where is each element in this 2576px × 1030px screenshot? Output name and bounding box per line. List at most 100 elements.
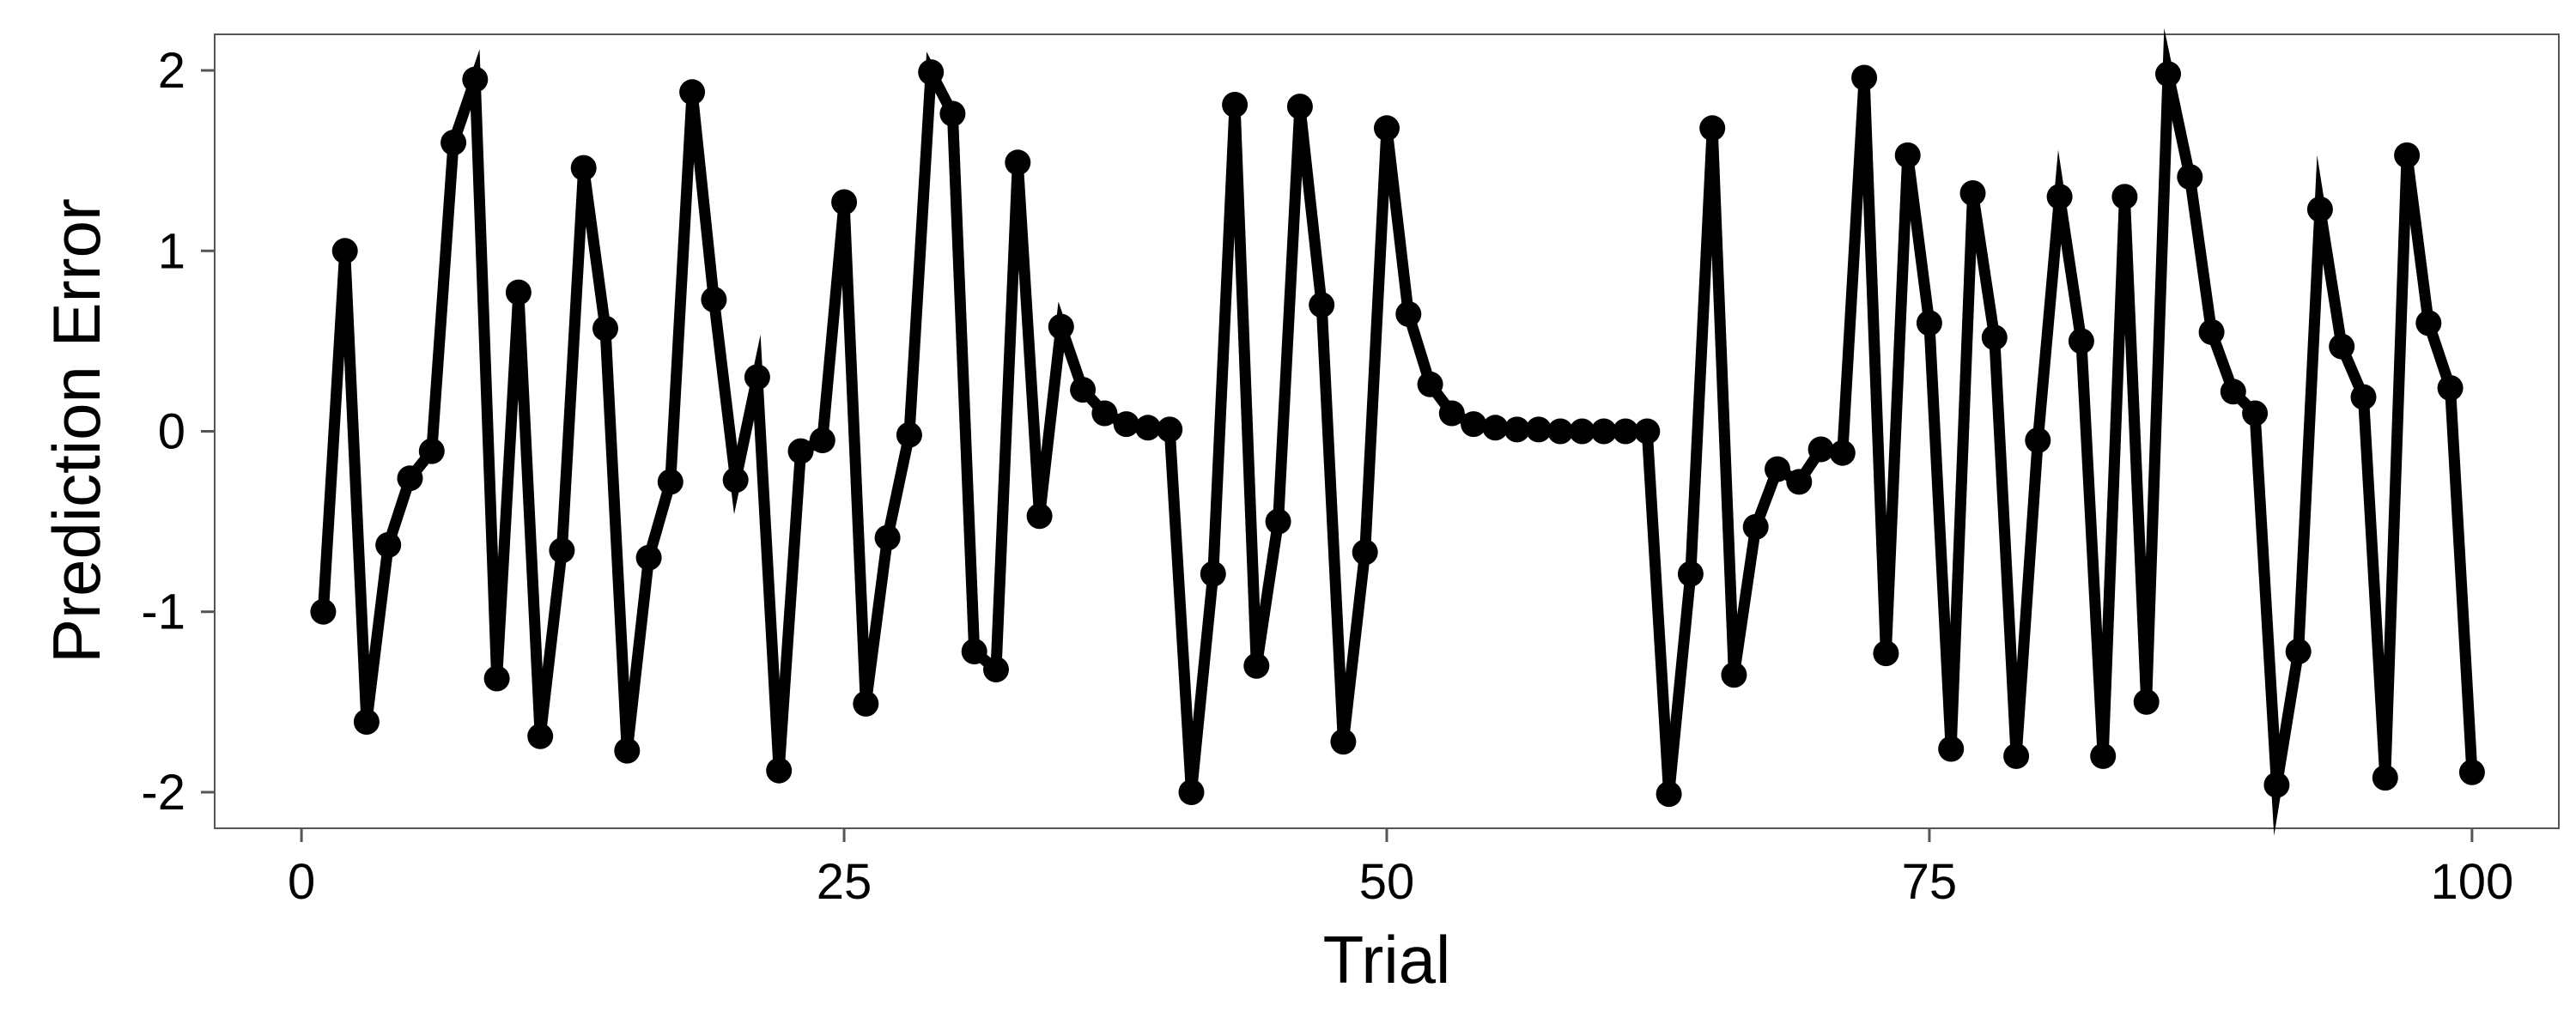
data-point — [2350, 384, 2377, 410]
data-point — [2046, 184, 2073, 210]
data-point — [418, 438, 445, 464]
data-point — [2306, 196, 2333, 222]
data-point — [353, 709, 380, 735]
data-point — [2285, 639, 2312, 664]
y-axis: -2 -1 0 1 2 — [141, 43, 215, 821]
data-point — [2090, 742, 2117, 769]
data-point — [375, 531, 402, 558]
data-point — [2003, 742, 2030, 769]
data-point — [722, 467, 749, 494]
data-point — [1613, 418, 1639, 445]
data-point — [2133, 688, 2160, 715]
data-point — [1026, 503, 1053, 530]
data-point — [939, 100, 966, 127]
data-point — [2263, 772, 2290, 798]
data-point — [592, 315, 618, 342]
data-point — [657, 469, 683, 495]
data-point — [787, 438, 814, 464]
data-point — [1438, 400, 1465, 427]
data-point — [635, 544, 662, 571]
data-point — [2437, 375, 2464, 401]
data-point — [679, 79, 706, 106]
data-point — [1222, 92, 1249, 118]
y-tick-label: -1 — [141, 585, 185, 640]
data-point — [1916, 310, 1942, 336]
data-point — [1374, 115, 1400, 142]
data-point — [1504, 416, 1530, 443]
data-point — [1634, 418, 1661, 445]
data-point — [1786, 469, 1813, 495]
data-point — [701, 287, 727, 312]
data-point — [1178, 779, 1205, 805]
y-tick-label: 1 — [158, 223, 185, 279]
data-point — [1721, 662, 1747, 688]
data-point — [2025, 427, 2051, 453]
data-point — [1482, 415, 1509, 441]
data-point — [1851, 64, 1878, 91]
data-point — [1005, 149, 1031, 176]
data-point — [1938, 736, 1965, 762]
data-point — [1525, 416, 1552, 443]
y-tick-label: 2 — [158, 43, 185, 99]
data-point — [1807, 436, 1834, 463]
data-point — [2394, 142, 2421, 168]
data-point — [1417, 371, 1443, 397]
x-tick-label: 0 — [288, 854, 315, 910]
data-point — [1461, 411, 1487, 438]
data-point — [918, 59, 945, 86]
data-point — [1765, 456, 1790, 482]
data-point — [505, 279, 532, 306]
data-point — [1134, 415, 1161, 441]
data-point — [483, 665, 510, 692]
x-axis-title: Trial — [1323, 922, 1451, 997]
data-point — [809, 427, 835, 453]
data-point — [331, 238, 358, 264]
x-axis: 0 25 50 75 100 — [288, 828, 2513, 910]
data-point — [1959, 180, 1986, 206]
data-point — [440, 130, 467, 156]
data-point — [614, 737, 641, 764]
data-point — [2177, 164, 2203, 191]
data-point — [1157, 416, 1183, 443]
data-point — [1547, 418, 1574, 445]
data-point — [1330, 729, 1357, 755]
data-point — [2111, 184, 2138, 210]
y-tick-label: -2 — [141, 765, 185, 821]
data-point — [1091, 400, 1118, 427]
data-point — [1286, 94, 1313, 120]
data-point — [1243, 652, 1270, 679]
data-point — [1894, 142, 1921, 168]
data-point — [1569, 418, 1595, 445]
data-point — [2068, 328, 2094, 354]
data-point — [744, 364, 770, 391]
data-point — [983, 657, 1009, 682]
data-point — [310, 598, 337, 625]
data-point — [1200, 560, 1226, 587]
data-point — [766, 757, 793, 784]
data-point — [1677, 560, 1704, 587]
data-point — [1309, 292, 1335, 318]
data-point — [527, 723, 554, 749]
data-point — [831, 189, 858, 215]
data-point — [1113, 411, 1139, 438]
data-point — [2155, 61, 2181, 88]
data-point — [1070, 377, 1097, 403]
data-point — [1699, 115, 1726, 142]
data-point — [1742, 513, 1769, 540]
data-point — [896, 421, 922, 448]
data-point — [1656, 781, 1682, 808]
data-point — [570, 154, 597, 181]
data-point — [961, 639, 987, 664]
data-point — [1590, 418, 1617, 445]
y-axis-title: Prediction Error — [39, 198, 114, 663]
data-point — [1829, 439, 1856, 466]
data-point — [1048, 313, 1074, 340]
data-point — [2220, 379, 2246, 405]
data-point — [397, 465, 423, 492]
data-point — [2415, 310, 2442, 336]
data-point — [2329, 333, 2355, 360]
data-point — [2198, 318, 2225, 345]
y-tick-label: 0 — [158, 404, 185, 460]
